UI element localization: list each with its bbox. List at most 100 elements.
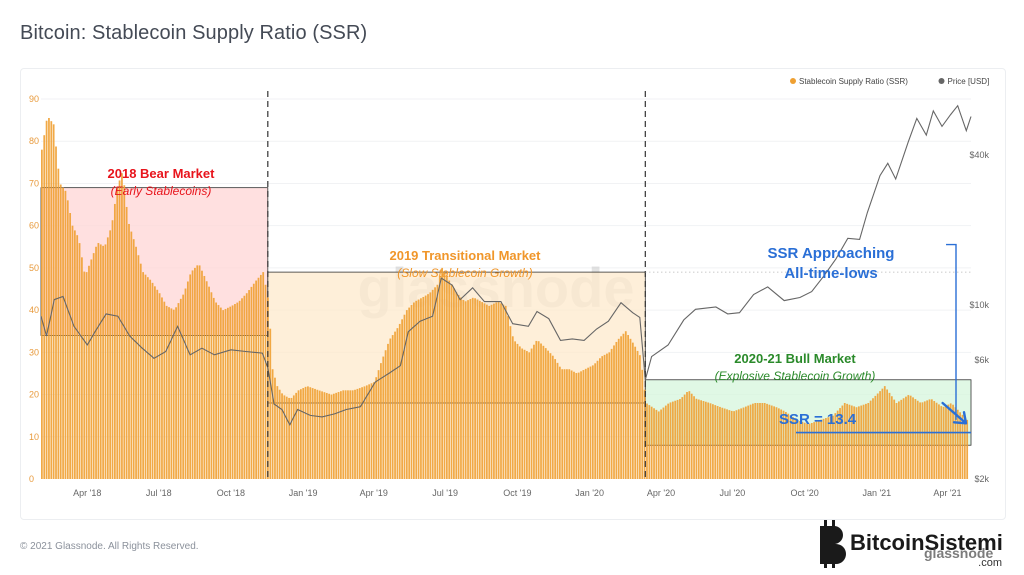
ssr-bar [921,402,924,479]
ssr-bar [759,403,761,479]
ssr-bar [514,341,517,479]
ssr-bar [377,370,380,479]
ssr-bar [681,397,684,479]
ssr-bar [820,419,823,479]
ssr-chart: glassnode0102030405060708090$2k$6k$10k$4… [29,77,989,498]
ssr-bar [702,401,705,479]
ssr-bar [351,390,354,479]
ssr-bar [754,403,757,479]
ssr-bar [898,401,900,479]
ssr-bar [890,396,893,479]
ssr-bar [613,345,615,479]
ssr-bar [420,298,422,479]
ssr-bar [744,406,747,479]
ssr-bar [302,388,305,479]
ssr-bar [177,303,180,479]
ssr-bar [636,350,639,479]
ssr-bar [617,338,620,479]
ssr-bar [243,295,246,479]
ssr-bar [792,417,794,479]
ssr-bar [493,303,495,479]
ssr-bar [109,230,112,479]
ssr-bar [488,305,491,479]
ssr-bar [523,349,526,479]
ssr-bar [747,405,750,479]
ssr-bar [846,403,848,479]
ssr-bar [712,404,714,479]
ssr-bar [365,385,368,479]
ssr-bar [886,389,889,479]
ssr-bar [624,331,627,479]
ssr-bar [335,392,338,479]
ssr-bar [930,399,933,479]
ssr-bar [504,305,507,479]
ssr-bar [841,405,844,479]
ssr-bar [608,352,611,479]
ssr-bar [271,369,274,479]
ssr-bar [43,135,46,479]
ssr-bar [721,407,724,479]
ssr-bar [832,415,834,479]
ssr-bar [528,352,531,479]
y-left-tick-label: 0 [29,474,34,484]
y-left-tick-label: 90 [29,94,39,104]
ssr-bar [144,274,147,479]
ssr-bar [410,305,413,479]
ssr-bar [443,272,446,479]
ssr-bar [674,400,677,479]
ssr-bar [662,407,665,479]
ssr-approach-annotation: SSR Approaching [768,245,895,262]
ssr-bar [448,280,451,479]
ssr-bar [813,422,816,479]
ssr-bar [441,267,444,479]
ssr-bar [690,393,693,479]
ssr-bar [589,366,592,479]
ssr-bar [853,406,856,479]
ssr-bar [172,309,175,479]
ssr-bar [203,275,206,479]
ssr-bar [806,423,808,479]
ssr-bar [85,272,88,479]
region-title-bear: 2018 Bear Market [108,166,216,181]
ssr-bar [495,302,498,479]
x-axis: Apr '18 Jul '18 Oct '18 Jan '19 Apr '19 Jul '… [73,488,961,498]
ssr-bar [354,389,356,479]
ssr-bar [591,365,594,479]
x-tick-label: Apr '20 [647,488,675,498]
ssr-bar [912,397,914,479]
ssr-bars [41,118,969,480]
ssr-bar [801,421,804,479]
y-left-tick-label: 60 [29,221,39,231]
ssr-bar [895,403,898,479]
ssr-bar [761,403,764,479]
ssr-bar [916,400,919,479]
ssr-bar [714,405,717,479]
ssr-bar [502,304,505,479]
ssr-bar [629,338,632,479]
ssr-bar [796,420,799,479]
ssr-bar [584,368,587,479]
ssr-bar [707,402,710,479]
y-axis-right: $2k $6k $10k $40k [969,150,989,484]
ssr-bar [118,180,121,479]
ssr-bar [436,284,439,479]
ssr-bar [850,405,853,479]
ssr-bar [697,399,700,479]
ssr-bar [135,246,137,479]
ssr-bar [445,276,448,479]
ssr-bar [41,149,43,479]
ssr-bar [737,409,740,479]
ssr-bar [643,389,646,479]
x-tick-label: Jan '19 [289,488,318,498]
ssr-bar [615,341,618,479]
ssr-bar [966,419,969,479]
ssr-bar [603,354,606,479]
ssr-bar [182,294,185,479]
x-tick-label: Jan '21 [862,488,891,498]
ssr-bar [599,358,601,479]
ssr-bar [163,301,166,479]
ssr-bar [391,335,394,479]
region-title-bull: 2020-21 Bull Market [734,351,856,366]
ssr-bar [403,314,406,479]
